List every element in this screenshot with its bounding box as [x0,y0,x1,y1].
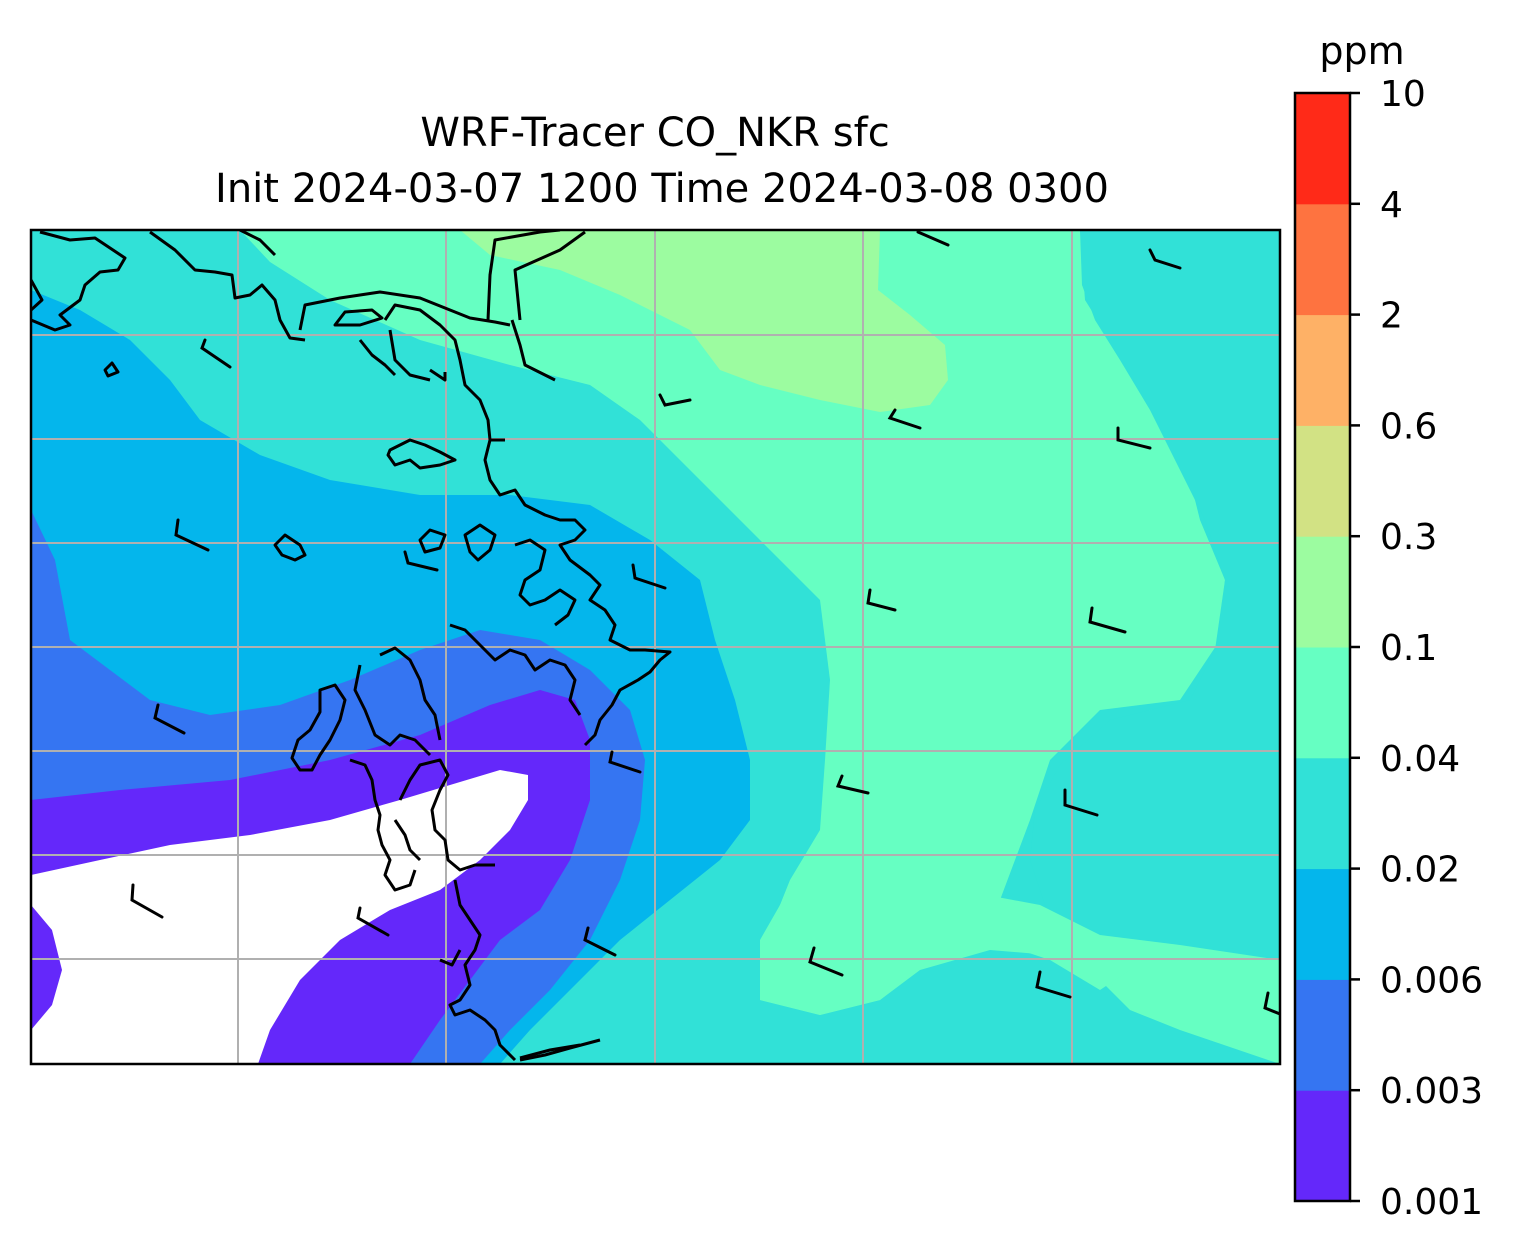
colorbar-tick-label: 4 [1380,185,1403,226]
contour-band-0.04-0.1-southeast [760,850,1280,1015]
wind-barb [658,393,692,407]
colorbar-tick-label: 0.3 [1380,517,1437,558]
colorbar-tick-label: 10 [1380,74,1426,115]
wind-barb [174,518,210,552]
colorbar-tick-label: 2 [1380,296,1403,337]
colorbar-segment [1295,314,1350,426]
contour-band-0.1-0.3 [460,230,948,412]
wind-barb [1088,606,1127,634]
wind-barb [130,883,164,919]
wind-barb [631,563,667,590]
wind-barb [866,588,897,612]
colorbar-tick-label: 0.006 [1380,960,1483,1001]
wind-barb [887,408,922,430]
graticule [31,230,1280,1064]
wind-barb [1035,970,1072,999]
colorbar-segment [1295,203,1350,316]
colorbar-segment [1295,757,1350,870]
map-frame [29,228,1282,1066]
wind-barb [608,750,642,774]
colorbar-segment [1295,425,1350,537]
wind-barb [1263,991,1280,1016]
colorbar-tick-label: 0.1 [1380,628,1437,669]
wind-barb [153,703,186,735]
colorbar-segment [1295,868,1350,980]
colorbar-segment [1295,979,1350,1091]
map-title-line1: WRF-Tracer CO_NKR sfc [420,110,889,156]
wind-barbs [130,230,1280,1016]
wind-barb [200,338,232,369]
colorbar-tick-label: 0.003 [1380,1071,1483,1112]
colorbar-tick-label: 0.001 [1380,1182,1483,1223]
wind-barb [808,946,844,977]
colorbar: 0.001 0.003 0.006 0.02 0.04 0.1 0.3 0.6 2 4 10 [1293,74,1483,1223]
wind-barb [356,906,390,937]
colorbar-segment [1295,93,1350,205]
colorbar-unit-label: ppm [1319,29,1404,73]
colorbar-tick-label: 0.02 [1380,850,1460,891]
wind-barb [916,230,950,247]
colorbar-tick-label: 0.6 [1380,406,1437,447]
colorbar-segment [1295,1090,1350,1202]
colorbar-segment [1295,647,1350,759]
wind-barb [403,550,439,572]
contour-band-0.02-0.04-east-main [1030,230,1280,960]
map-panel [31,230,1280,1064]
map-title-line2: Init 2024-03-07 1200 Time 2024-03-08 030… [215,166,1109,212]
colorbar-tick-label: 0.04 [1380,739,1460,780]
wind-barb [1116,426,1152,450]
contour-band-below-range [31,770,528,1064]
coastline [31,230,672,1062]
wind-barb [835,774,870,795]
contour-band-0.001-0.003-sw-lobe [31,905,62,1030]
wind-barb [1148,248,1182,270]
colorbar-segment [1295,536,1350,648]
wind-barb [1063,788,1099,817]
wind-barb [583,926,617,957]
